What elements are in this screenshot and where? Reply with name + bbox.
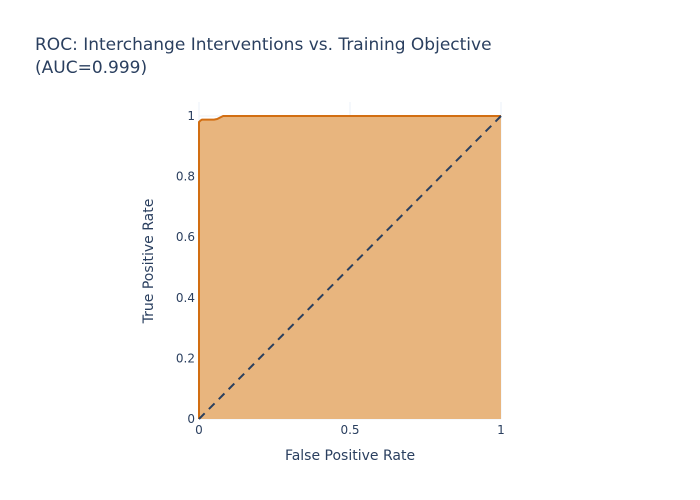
x-tick-label: 0 xyxy=(195,423,203,437)
roc-curve-line xyxy=(198,115,501,419)
y-tick-label: 0.4 xyxy=(176,291,195,305)
chance-diagonal-line xyxy=(198,115,502,420)
y-tick-label: 0.6 xyxy=(176,230,195,244)
y-tick-label: 1 xyxy=(187,109,195,123)
chart-title-line-2: (AUC=0.999) xyxy=(35,58,147,78)
chart-title-line-1: ROC: Interchange Interventions vs. Train… xyxy=(35,35,492,55)
y-tick-label: 0.8 xyxy=(176,170,195,184)
x-axis-title: False Positive Rate xyxy=(285,448,415,464)
plot-area: 0 0.5 1 0 0.2 0.4 0.6 0.8 1 xyxy=(176,102,505,437)
x-tick-label: 1 xyxy=(497,423,505,437)
y-tick-label: 0.2 xyxy=(176,351,195,365)
y-tick-label: 0 xyxy=(187,412,195,426)
y-axis-title: True Positive Rate xyxy=(141,199,157,325)
x-tick-label: 0.5 xyxy=(340,423,359,437)
